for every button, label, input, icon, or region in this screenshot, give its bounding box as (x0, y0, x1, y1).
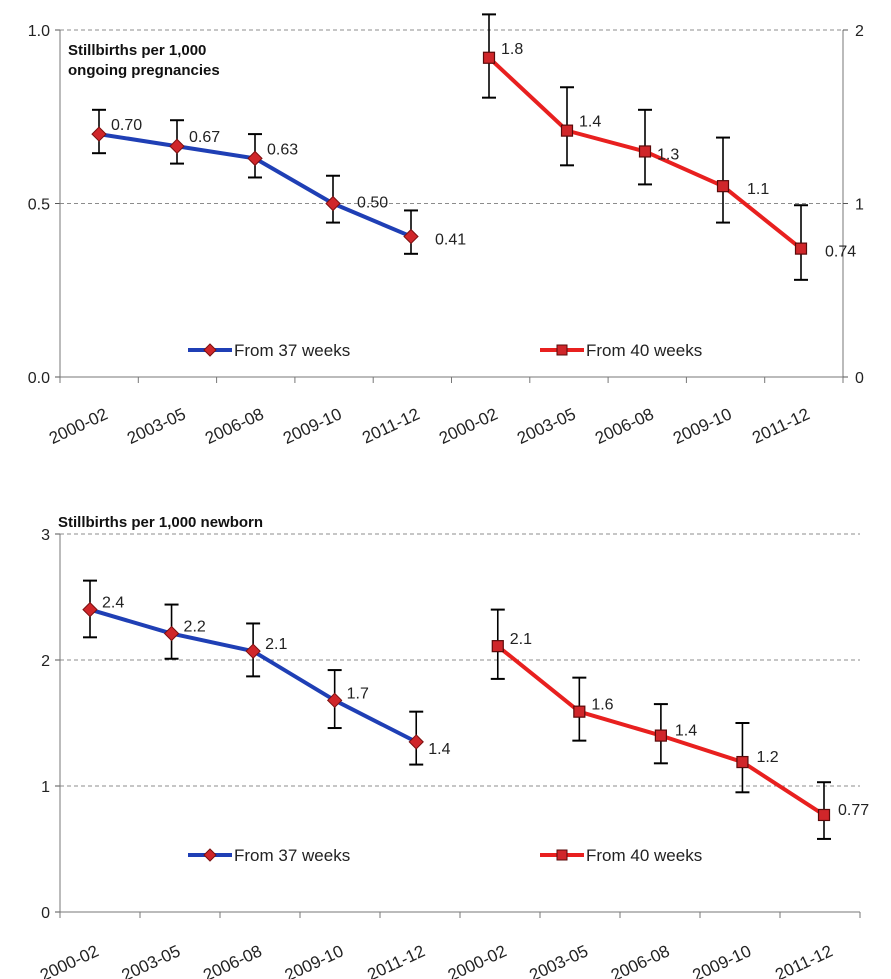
data-label: 0.67 (189, 129, 220, 146)
legend-label: From 40 weeks (586, 341, 702, 360)
data-point (794, 242, 808, 255)
data-point (817, 808, 831, 822)
x-tick-label: 2006-08 (202, 404, 267, 448)
series-2: 1.8 1.4 1.3 1.1 0.74 (482, 13, 856, 281)
chart-title: ongoing pregnancies (68, 62, 220, 79)
data-point (245, 643, 261, 659)
data-point (491, 640, 504, 653)
legend-marker (203, 343, 217, 357)
x-tick-label: 2009-10 (670, 404, 735, 448)
data-label: 1.8 (501, 41, 523, 58)
legend-marker (556, 849, 568, 861)
data-label: 1.4 (675, 723, 697, 740)
chart-panel-2: 0 1 2 3 2000-02 2003-05 2006-08 2009-10 2011-12 2… (37, 514, 869, 979)
x-tick-label: 2000-02 (436, 404, 501, 448)
data-label: 1.4 (428, 741, 450, 758)
legend-marker (203, 848, 217, 862)
data-point (247, 150, 263, 167)
x-tick-label: 2009-10 (280, 404, 345, 448)
x-tick-label: 2006-08 (608, 941, 673, 979)
x-tick-label: 2011-12 (749, 404, 812, 447)
x-tick-label: 2009-10 (282, 941, 347, 979)
data-point (82, 601, 98, 618)
series-1: 0.70 0.67 0.63 0.50 0.41 (91, 108, 466, 255)
right-tick-label: 0 (855, 370, 864, 387)
series-2: 2.1 1.6 1.4 1.2 0.77 (490, 608, 869, 840)
legend-label: From 40 weeks (586, 846, 702, 865)
legend-item: From 37 weeks (188, 846, 350, 865)
x-tick-label: 2000-02 (445, 941, 510, 979)
data-label: 2.1 (265, 636, 287, 653)
chart-title: Stillbirths per 1,000 (68, 42, 206, 59)
data-point (325, 195, 341, 212)
y-tick-label: 1 (41, 779, 50, 796)
legend-label: From 37 weeks (234, 341, 350, 360)
data-label: 0.50 (357, 195, 388, 212)
x-tick-label: 2009-10 (690, 941, 755, 979)
y-tick-label: 2 (41, 653, 50, 670)
x-tick-label: 2006-08 (592, 404, 657, 448)
data-label: 0.77 (838, 802, 869, 819)
x-tick-label: 2011-12 (364, 941, 427, 979)
x-tick-label: 2000-02 (46, 404, 111, 448)
legend-item: From 37 weeks (188, 341, 350, 360)
x-tick-label: 2000-02 (37, 941, 102, 979)
data-point (403, 228, 419, 245)
x-tick-label: 2003-05 (124, 404, 189, 448)
data-label: 1.6 (591, 697, 613, 714)
data-label: 2.2 (184, 619, 206, 636)
y-tick-label: 0.5 (28, 197, 50, 214)
x-tick-label: 2006-08 (200, 941, 265, 979)
data-label: 2.4 (102, 595, 124, 612)
data-point (482, 51, 496, 64)
y-tick-label: 1.0 (28, 23, 50, 40)
data-point (326, 692, 343, 709)
y-tick-label: 3 (41, 527, 50, 544)
data-label: 1.1 (747, 181, 769, 198)
data-point (716, 180, 730, 193)
chart-title: Stillbirths per 1,000 newborn (58, 514, 263, 531)
legend-item: From 40 weeks (540, 846, 702, 865)
data-label: 0.70 (111, 117, 142, 134)
data-point (91, 126, 107, 142)
data-point (736, 755, 749, 769)
series-1: 2.4 2.2 2.1 1.7 1.4 (82, 579, 451, 766)
x-tick-label: 2011-12 (772, 941, 835, 979)
data-label: 2.1 (510, 631, 532, 648)
data-label: 0.74 (825, 244, 856, 261)
data-label: 1.2 (756, 749, 778, 766)
data-label: 1.7 (347, 685, 369, 702)
legend-marker (556, 344, 568, 356)
data-label: 1.3 (657, 146, 679, 163)
x-tick-label: 2003-05 (119, 941, 184, 979)
chart-panel-1: 0.0 0.5 1.0 0 1 2 2000-02 2003-05 2006-08 2009-10… (28, 13, 864, 448)
y-tick-label: 0.0 (28, 370, 50, 387)
x-tick-label: 2003-05 (526, 941, 591, 979)
data-label: 0.41 (435, 231, 466, 248)
legend-item: From 40 weeks (540, 341, 702, 360)
y-tick-label: 0 (41, 905, 50, 922)
data-point (163, 625, 180, 642)
data-point (560, 124, 574, 137)
right-tick-label: 1 (855, 197, 864, 214)
x-tick-label: 2011-12 (359, 404, 422, 447)
data-label: 1.4 (579, 114, 601, 131)
data-label: 0.63 (267, 141, 298, 158)
data-point (638, 145, 652, 158)
data-point (654, 729, 667, 742)
data-point (169, 138, 185, 154)
data-point (408, 734, 424, 750)
data-point (573, 705, 586, 718)
x-tick-label: 2003-05 (514, 404, 579, 448)
legend-label: From 37 weeks (234, 846, 350, 865)
right-tick-label: 2 (855, 23, 864, 40)
